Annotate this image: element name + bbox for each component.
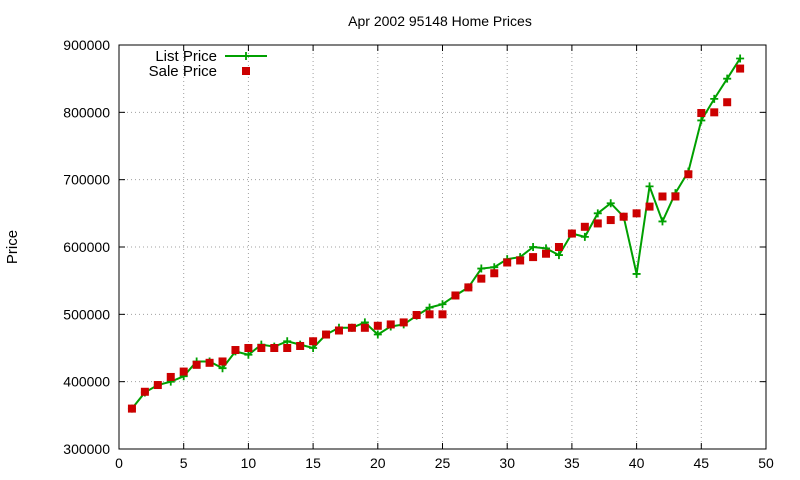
list-price-point — [283, 337, 292, 346]
sale-price-point — [477, 274, 486, 283]
grid — [119, 45, 766, 449]
sale-price-point — [451, 291, 460, 300]
sale-price-point — [723, 98, 732, 107]
list-price-point — [425, 303, 434, 312]
list-price-point — [645, 182, 654, 191]
sale-price-point — [554, 243, 563, 251]
legend-label-list-price: List Price — [155, 48, 217, 65]
sale-price-point — [490, 269, 499, 278]
sale-price-point — [360, 323, 369, 332]
sale-price-point — [503, 258, 512, 267]
sale-price-point — [334, 326, 343, 335]
sale-price-point — [322, 330, 331, 339]
x-tick-label: 5 — [180, 455, 188, 471]
sale-price-point — [296, 341, 305, 350]
list-price-line — [131, 57, 741, 410]
list-price-point — [438, 300, 447, 309]
list-price-point — [529, 243, 538, 251]
sale-price-point — [373, 321, 382, 330]
sale-price-point — [270, 344, 279, 352]
sale-price-point — [580, 222, 589, 231]
sale-price-point — [606, 216, 615, 225]
sale-price-point — [425, 310, 434, 319]
list-price-point — [658, 217, 667, 226]
sale-price-point — [205, 358, 214, 367]
x-tick-label: 40 — [629, 455, 645, 471]
sale-price-point — [399, 318, 408, 327]
sale-price-point — [542, 249, 551, 258]
sale-price-point — [283, 344, 292, 352]
list-price-point — [710, 94, 719, 103]
y-tick-label: 700000 — [63, 172, 110, 188]
sale-price-point — [218, 357, 227, 366]
x-tick-label: 15 — [305, 455, 321, 471]
sale-price-point — [192, 360, 201, 369]
sale-price-point — [231, 346, 240, 355]
y-tick-label: 600000 — [63, 239, 110, 255]
list-price-point — [723, 74, 732, 83]
sale-price-point — [257, 344, 266, 352]
x-tick-label: 50 — [758, 455, 774, 471]
y-tick-label: 300000 — [63, 441, 110, 457]
list-price-point — [593, 209, 602, 218]
y-tick-label: 500000 — [63, 306, 110, 322]
sale-price-point — [179, 367, 188, 376]
x-tick-label: 20 — [370, 455, 386, 471]
list-price-point — [309, 344, 318, 352]
list-price-point — [697, 116, 706, 125]
sale-price-point — [516, 256, 525, 265]
list-price-point — [244, 350, 253, 359]
x-tick-label: 0 — [115, 455, 123, 471]
sale-price-point — [438, 310, 447, 319]
legend-label-sale-price: Sale Price — [149, 63, 217, 80]
sale-price-point — [244, 344, 253, 352]
legend: List Price Sale Price — [149, 48, 267, 80]
series-layer — [127, 54, 745, 413]
sale-price-point — [697, 109, 706, 118]
x-tick-label: 30 — [499, 455, 515, 471]
chart-title: Apr 2002 95148 Home Prices — [348, 13, 532, 29]
sale-price-point — [645, 202, 654, 211]
axis-ticks: 0 5 10 15 20 25 30 35 40 45 50 300000 400000 500000 60… — [63, 37, 774, 471]
list-price-point — [554, 251, 563, 260]
x-tick-label: 45 — [694, 455, 710, 471]
x-tick-label: 10 — [241, 455, 257, 471]
y-tick-label: 400000 — [63, 374, 110, 390]
list-price-point — [606, 199, 615, 208]
sale-price-point — [632, 209, 641, 218]
legend-plus-marker — [242, 52, 250, 60]
x-tick-label: 35 — [564, 455, 580, 471]
sale-price-point — [464, 283, 473, 292]
list-price-point — [632, 269, 641, 278]
legend-swatch-sale-price — [242, 67, 250, 75]
list-price-point — [218, 364, 227, 373]
sale-price-point — [347, 323, 356, 332]
list-price-point — [477, 264, 486, 273]
sale-price-point — [412, 311, 421, 320]
sale-price-point — [140, 387, 149, 396]
sale-price-point — [736, 64, 745, 73]
y-tick-label: 900000 — [63, 37, 110, 53]
y-axis-label: Price — [4, 230, 21, 264]
legend-swatch-list-price-marker — [242, 52, 250, 60]
x-tick-label: 25 — [435, 455, 451, 471]
list-price-point — [736, 54, 745, 63]
sale-price-point — [619, 212, 628, 221]
y-tick-label: 800000 — [63, 104, 110, 120]
sale-price-point — [309, 337, 318, 346]
sale-price-point — [153, 381, 162, 390]
sale-price-point — [684, 170, 693, 179]
list-price-point — [580, 232, 589, 241]
sale-price-point — [567, 229, 576, 238]
sale-price-point — [529, 253, 538, 262]
sale-price-point — [166, 372, 175, 381]
sale-price-point — [671, 192, 680, 201]
list-price-point — [373, 330, 382, 339]
sale-price-point — [127, 404, 136, 413]
sale-price-point — [593, 219, 602, 228]
sale-price-point — [658, 192, 667, 201]
sale-price-point — [386, 320, 395, 329]
sale-price-point — [710, 108, 719, 117]
